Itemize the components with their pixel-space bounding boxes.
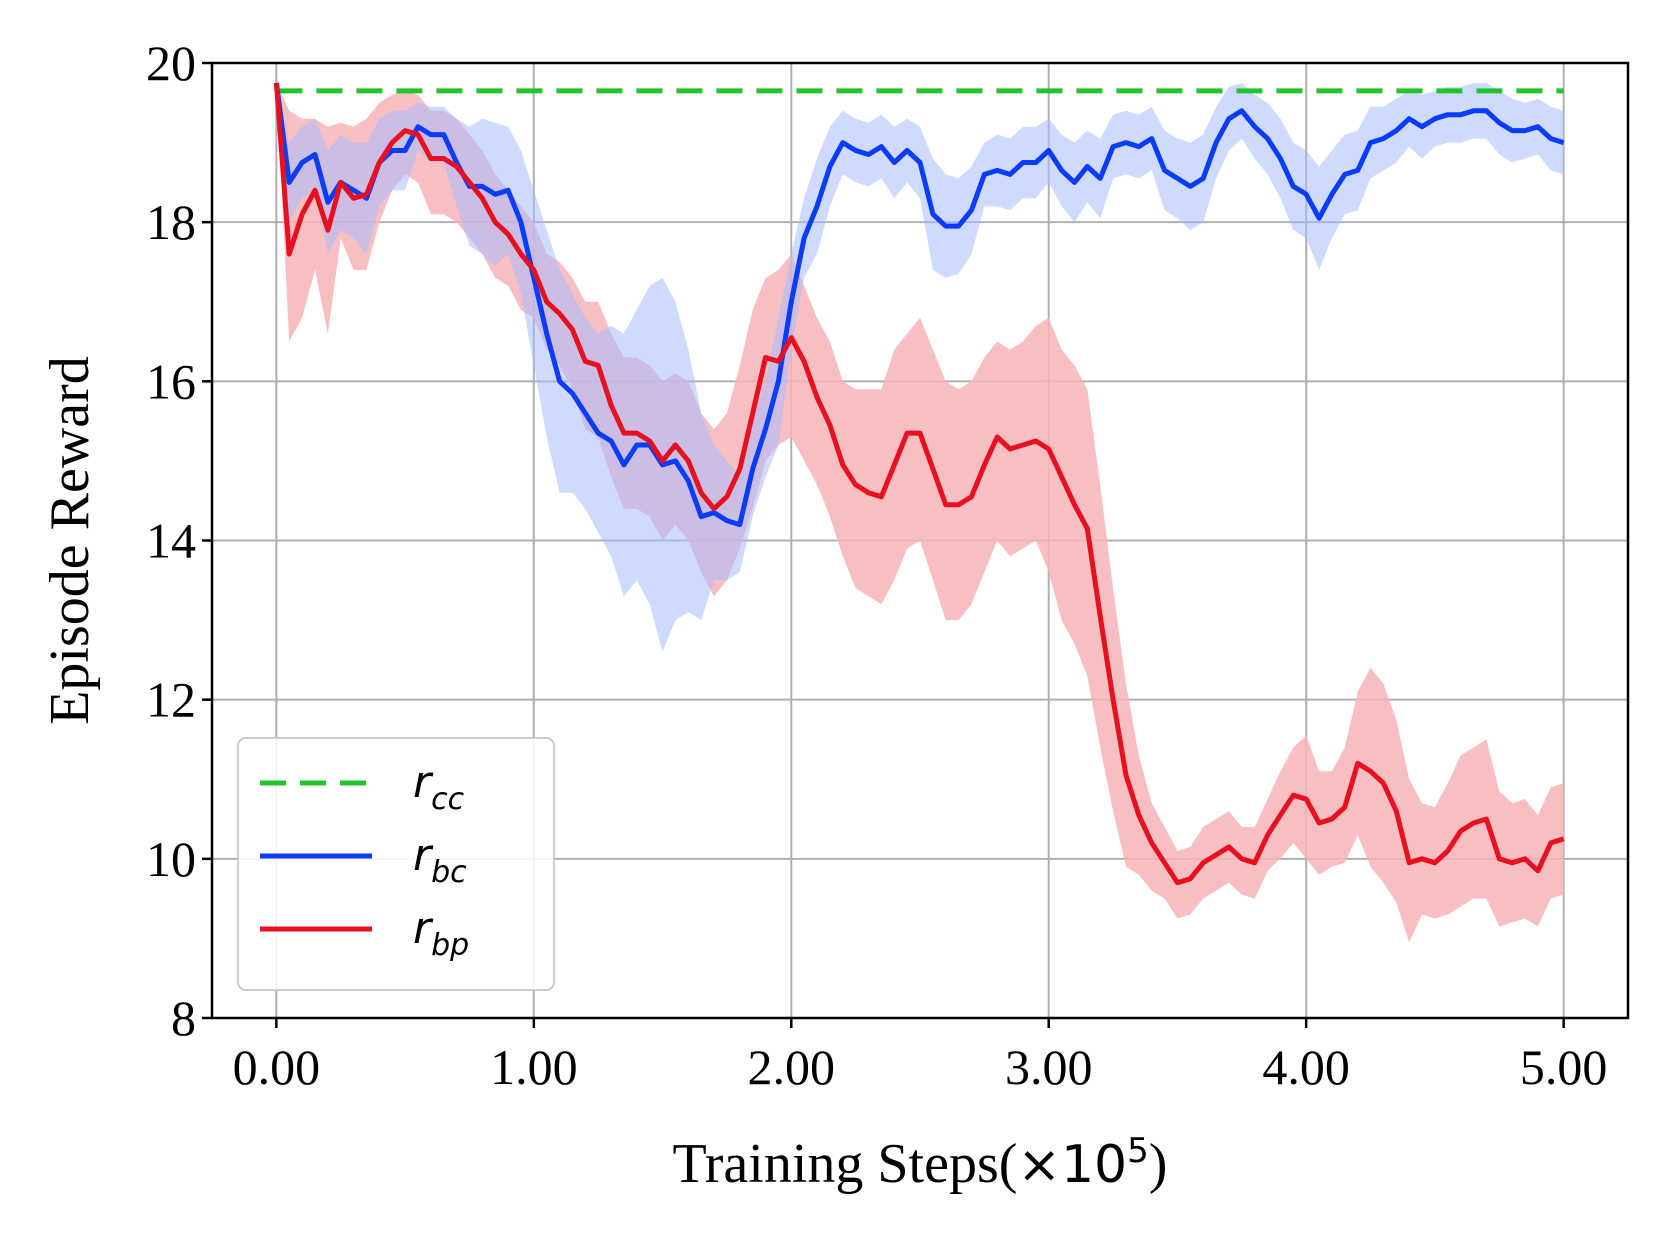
x-tick-label: 3.00	[1005, 1039, 1093, 1095]
legend-label-r-bp: rbp	[413, 903, 469, 963]
r-bc-band	[276, 82, 1564, 652]
y-tick-label: 16	[146, 353, 196, 409]
legend-label-r-cc: rcc	[413, 757, 465, 817]
y-tick-label: 10	[146, 831, 196, 887]
y-tick-label: 8	[171, 990, 196, 1046]
x-tick-label: 2.00	[748, 1039, 836, 1095]
legend-label-r-bc: rbc	[413, 830, 467, 890]
y-tick-label: 12	[146, 672, 196, 728]
legend-box	[237, 737, 555, 991]
x-tick-label: 4.00	[1262, 1039, 1350, 1095]
y-tick-label: 14	[146, 513, 196, 569]
x-tick-label: 1.00	[490, 1039, 578, 1095]
y-tick-label: 18	[146, 194, 196, 250]
axis-ticks: 0.00 1.00 2.00 3.00 4.00 5.00 8 10 12 14 16 18 20	[146, 35, 1607, 1095]
x-tick-label: 5.00	[1520, 1039, 1608, 1095]
x-axis-title: Training Steps(×105)	[673, 1131, 1168, 1195]
r-bc-line	[273, 82, 1565, 528]
x-tick-label: 0.00	[233, 1039, 321, 1095]
r-bp-line	[273, 82, 1565, 886]
series-lines	[273, 82, 1565, 886]
y-tick-label: 20	[146, 35, 196, 91]
legend: rcc rbc rbp	[237, 737, 555, 991]
y-axis-title: Episode Reward	[39, 356, 101, 725]
confidence-bands	[276, 82, 1564, 943]
r-bp-band	[276, 82, 1564, 943]
